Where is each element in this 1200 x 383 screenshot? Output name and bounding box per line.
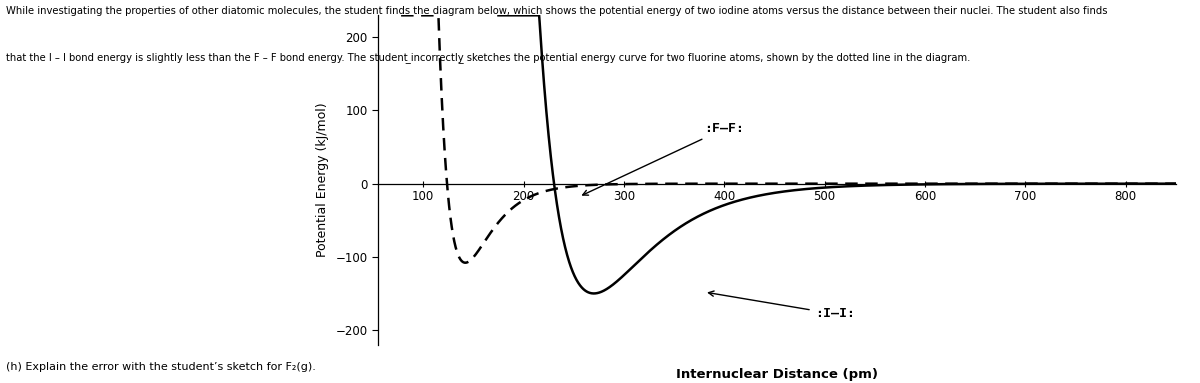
- Text: that the I – I bond energy is slightly less than the F – F bond energy. The stud: that the I – I bond energy is slightly l…: [6, 52, 971, 62]
- X-axis label: Internuclear Distance (pm): Internuclear Distance (pm): [676, 368, 878, 381]
- Text: (h) Explain the error with the student’s sketch for F₂(g).: (h) Explain the error with the student’s…: [6, 362, 316, 372]
- Text: :F–F:: :F–F:: [583, 122, 744, 195]
- Text: While investigating the properties of other diatomic molecules, the student find: While investigating the properties of ot…: [6, 6, 1108, 16]
- Y-axis label: Potential Energy (kJ/mol): Potential Energy (kJ/mol): [316, 103, 329, 257]
- Text: :I–I:: :I–I:: [708, 291, 854, 321]
